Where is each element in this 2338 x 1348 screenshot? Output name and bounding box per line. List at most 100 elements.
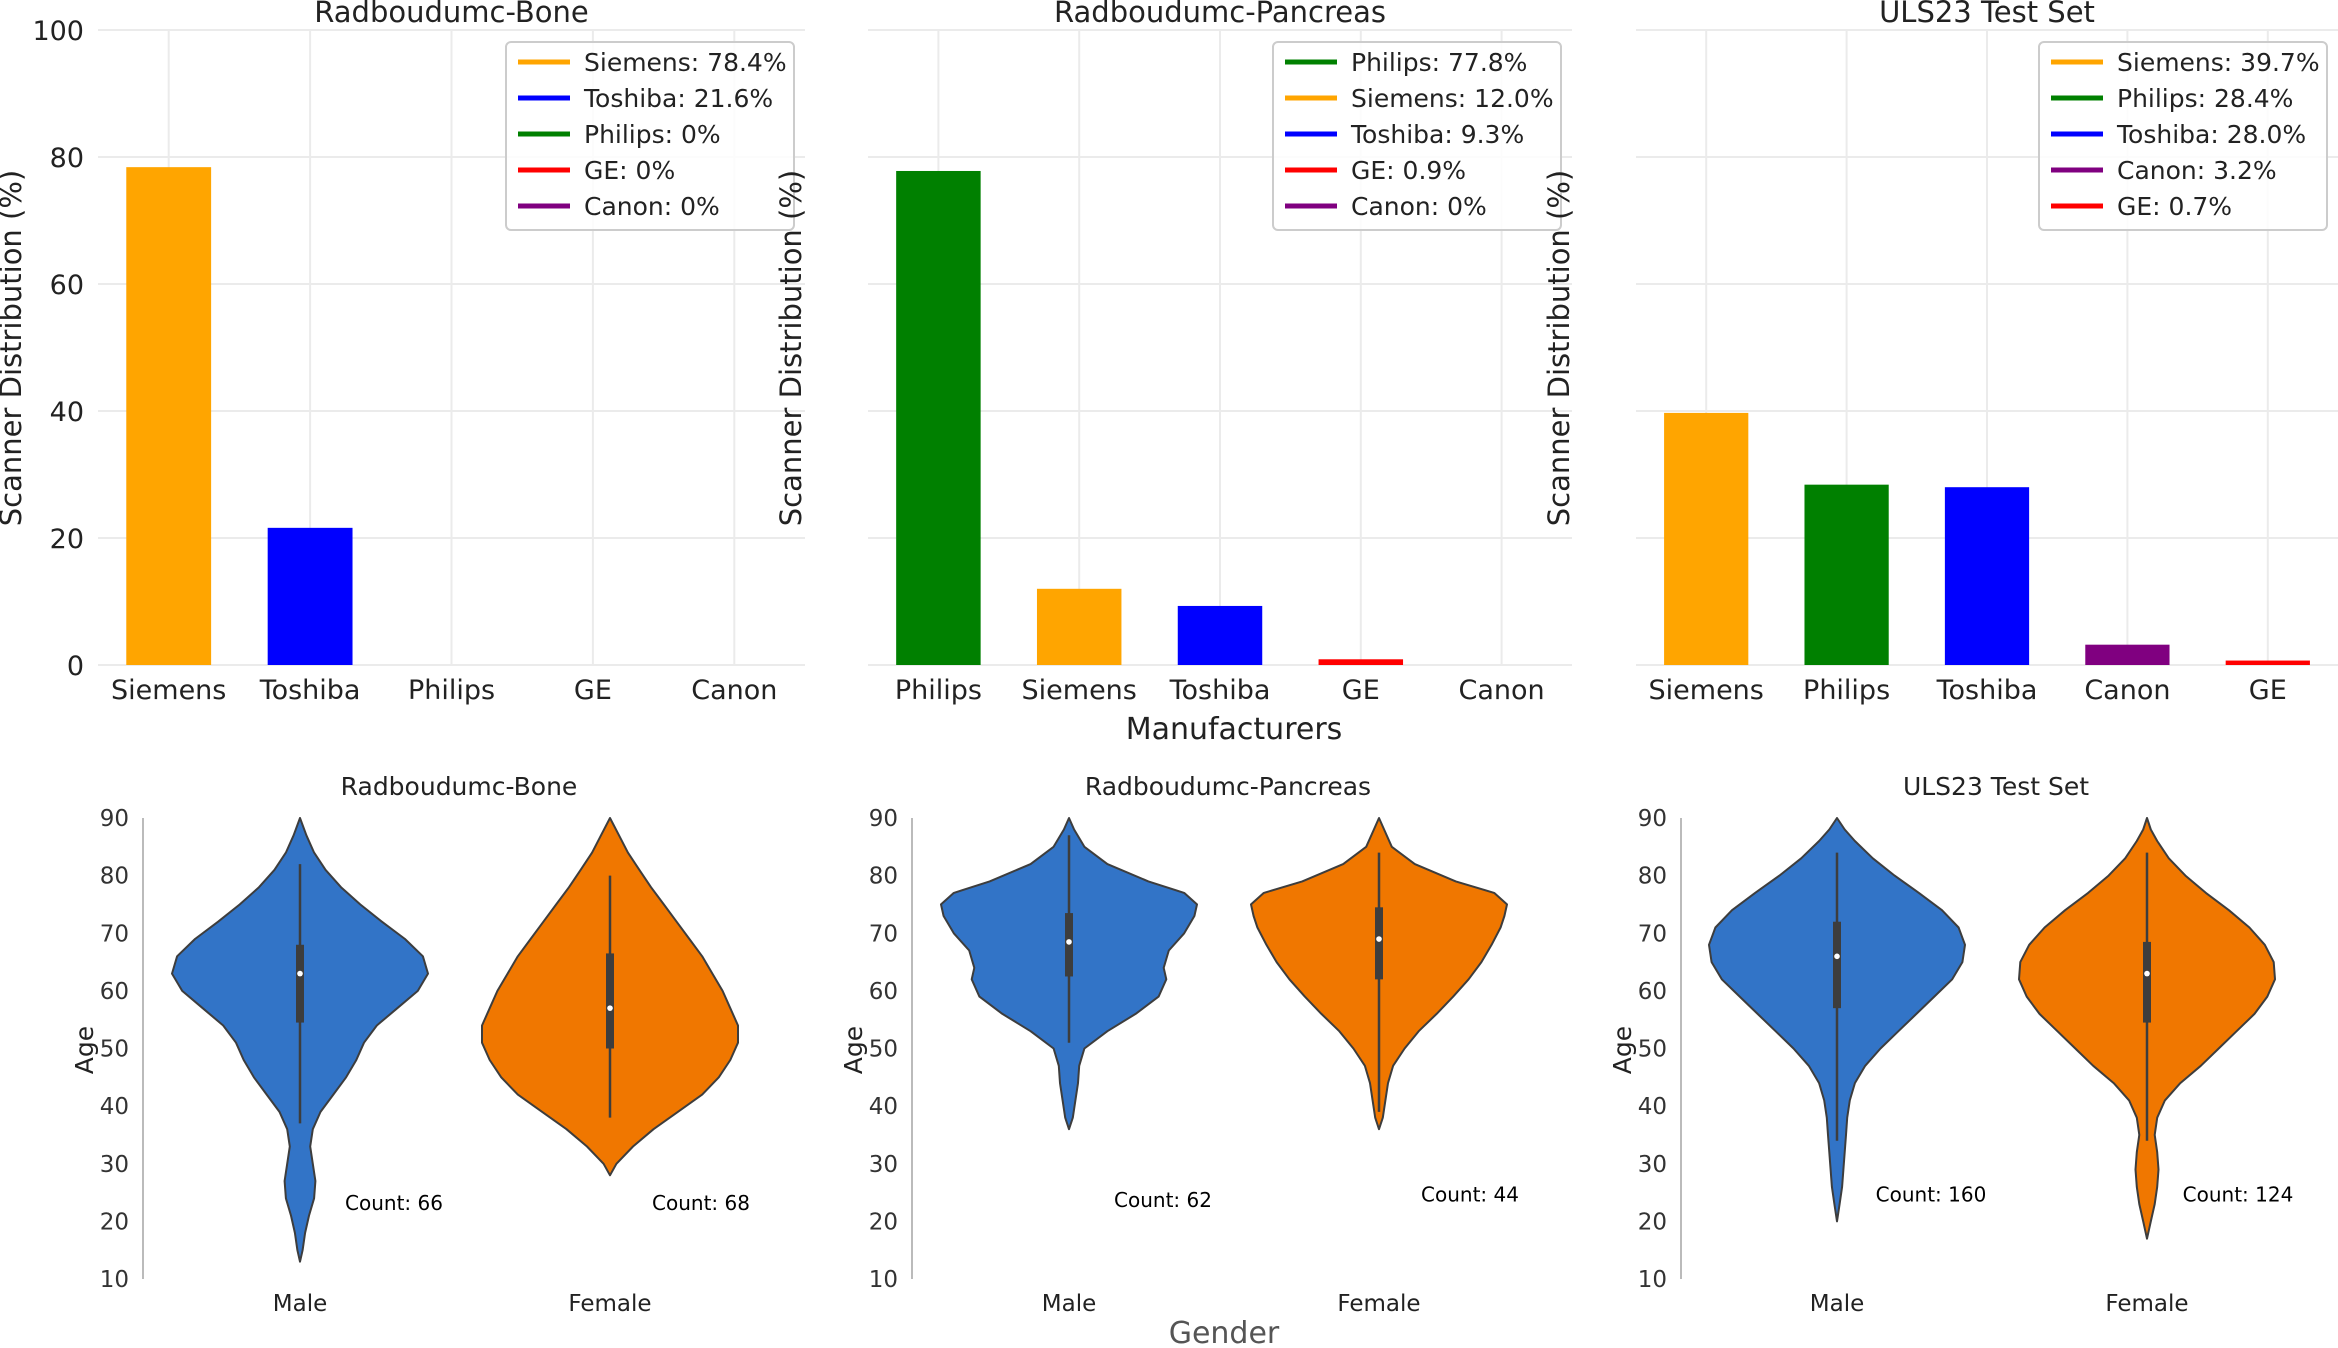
legend-entry: Canon: 3.2% [2117,156,2277,185]
y-tick-label: 80 [50,143,84,174]
x-tick-label: Toshiba [259,675,361,706]
x-tick-label: Philips [895,675,982,706]
x-tick-label: Toshiba [1936,675,2038,706]
legend-entry: GE: 0.9% [1351,156,1466,185]
count-annotation: Count: 124 [2183,1182,2294,1206]
y-tick-label: 60 [1638,979,1667,1005]
y-tick-label: 40 [869,1094,898,1120]
legend-box [1272,41,1562,231]
violin-iqr-box [2143,941,2151,1023]
x-tick-label: Philips [408,675,495,706]
count-annotation: Count: 66 [345,1191,443,1215]
violin-iqr-box [1065,913,1073,977]
count-annotation: Count: 160 [1876,1182,1987,1206]
x-tick-label: GE [2249,675,2287,706]
y-tick-label: 50 [100,1037,129,1063]
chart-title: ULS23 Test Set [1879,0,2095,29]
legend-entry: GE: 0.7% [2117,192,2232,221]
y-tick-label: 30 [869,1152,898,1178]
legend-entry: Toshiba: 21.6% [583,84,773,113]
y-tick-label: 10 [1638,1267,1667,1293]
x-tick-label: Siemens [1022,675,1137,706]
x-tick-label: Siemens [111,675,226,706]
x-tick-label: Canon [2084,675,2170,706]
x-tick-label: Male [273,1291,327,1317]
x-tick-label: Female [568,1291,651,1317]
y-tick-label: 10 [100,1267,129,1293]
x-tick-label: Male [1042,1291,1096,1317]
legend-entry: Canon: 0% [584,192,720,221]
x-tick-label: Male [1810,1291,1864,1317]
y-tick-label: 90 [100,806,129,832]
bar-ge [2225,660,2310,665]
bar-philips [896,170,981,665]
y-tick-label: 20 [869,1209,898,1235]
y-axis-label: Scanner Distribution (%) [774,170,808,526]
violin-median-dot [1066,939,1072,945]
x-tick-label: Toshiba [1169,675,1271,706]
x-tick-label: Canon [1459,675,1545,706]
x-tick-label: GE [1342,675,1380,706]
legend-entry: GE: 0% [584,156,675,185]
y-axis-label: Age [1608,1026,1637,1074]
y-tick-label: 40 [50,397,84,428]
y-tick-label: 50 [1638,1037,1667,1063]
y-tick-label: 90 [869,806,898,832]
x-tick-label: GE [574,675,612,706]
y-tick-label: 20 [1638,1209,1667,1235]
y-tick-label: 100 [32,16,84,47]
violin-iqr-box [296,944,304,1023]
bar-philips [1804,484,1889,665]
y-tick-label: 70 [1638,921,1667,947]
legend-entry: Canon: 0% [1351,192,1487,221]
violin-median-dot [2144,970,2150,977]
y-tick-label: 0 [67,651,84,682]
bar-ge [1318,659,1404,665]
y-tick-label: 80 [100,864,129,890]
legend-box [2038,41,2328,231]
y-tick-label: 10 [869,1267,898,1293]
y-tick-label: 40 [1638,1094,1667,1120]
bar-siemens [1664,412,1749,665]
top-xlabel: Manufacturers [1126,712,1343,747]
y-tick-label: 90 [1638,806,1667,832]
violin-median-dot [607,1005,613,1011]
y-tick-label: 20 [100,1209,129,1235]
count-annotation: Count: 44 [1421,1182,1519,1206]
y-tick-label: 30 [1638,1152,1667,1178]
legend-entry: Philips: 77.8% [1351,48,1527,77]
chart-title: Radboudumc-Pancreas [1085,772,1371,801]
x-tick-label: Siemens [1649,675,1764,706]
bar-siemens [1036,588,1122,665]
chart-title: ULS23 Test Set [1903,772,2089,801]
x-tick-label: Female [2105,1291,2188,1317]
chart-title: Radboudumc-Bone [341,772,578,801]
legend-entry: Toshiba: 9.3% [1350,120,1524,149]
y-tick-label: 40 [100,1094,129,1120]
violin-iqr-box [1375,907,1383,980]
y-axis-label: Scanner Distribution (%) [1542,170,1576,526]
violin-median-dot [297,970,303,977]
bar-toshiba [1944,487,2030,665]
violin-median-dot [1834,953,1840,960]
y-tick-label: 50 [869,1037,898,1063]
y-axis-label: Age [839,1026,868,1074]
violin-iqr-box [606,953,614,1049]
bottom-xlabel: Gender [1169,1316,1280,1344]
y-axis-label: Scanner Distribution (%) [0,170,28,526]
y-tick-label: 60 [869,979,898,1005]
y-tick-label: 20 [50,524,84,555]
legend-entry: Siemens: 78.4% [584,48,787,77]
legend-entry: Philips: 0% [584,120,721,149]
y-axis-label: Age [70,1026,99,1074]
bar-canon [2085,644,2170,665]
y-tick-label: 70 [100,921,129,947]
bar-toshiba [1177,605,1263,665]
x-tick-label: Canon [691,675,777,706]
legend-box [505,41,795,231]
bar-siemens [126,167,212,665]
violin-median-dot [1376,936,1382,942]
legend-entry: Toshiba: 28.0% [2116,120,2306,149]
